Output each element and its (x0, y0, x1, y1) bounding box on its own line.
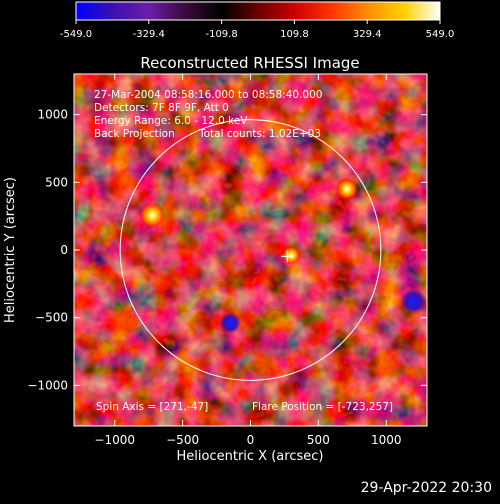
plot-area: 27-Mar-2004 08:58:16.000 to 08:58:40.000… (73, 73, 428, 427)
y-tick-label: 0 (60, 243, 68, 257)
annotation-line: Detectors: 7F 8F 9F, Att 0 (94, 102, 229, 114)
y-tick-label: 500 (45, 175, 68, 189)
y-tick-label: 1000 (37, 108, 68, 122)
color-bar: -549.0 -329.4 -109.8 109.8 329.4 549.0 (60, 1, 454, 40)
chart-title: Reconstructed RHESSI Image (140, 54, 359, 72)
x-tick-label: −500 (166, 433, 199, 447)
color-bar-ticks: -549.0 -329.4 -109.8 109.8 329.4 549.0 (60, 20, 454, 40)
sources-layer (139, 178, 427, 334)
y-tick-label: −500 (35, 311, 68, 325)
x-tick-label: −1000 (94, 433, 135, 447)
x-tick-label: 500 (307, 433, 330, 447)
spin-axis-marker (281, 250, 294, 263)
color-bar-tick-label: 109.8 (280, 29, 309, 40)
dim-source (219, 312, 242, 334)
annotation-line: Total counts: 1.02E+03 (198, 128, 321, 140)
image-texture (74, 74, 427, 426)
annotations: 27-Mar-2004 08:58:16.000 to 08:58:40.000… (94, 89, 322, 140)
solar-limb (119, 119, 382, 381)
color-bar-tick-label: -109.8 (205, 29, 237, 40)
flare-position-label: Flare Position = [-723,257] (252, 401, 393, 413)
x-tick-label: 1000 (371, 433, 402, 447)
color-bar-tick-label: -329.4 (133, 29, 165, 40)
x-tick-label: 0 (247, 433, 255, 447)
color-bar-tick-label: 329.4 (353, 29, 382, 40)
annotation-line: Back Projection (94, 128, 175, 140)
bright-source (139, 202, 166, 229)
color-bar-gradient (75, 1, 441, 21)
annotation-line: 27-Mar-2004 08:58:16.000 to 08:58:40.000 (94, 89, 322, 101)
annotation-line: Energy Range: 6.0 - 12.0 keV (94, 115, 248, 127)
y-tick-label: −1000 (27, 378, 68, 392)
bright-source (336, 178, 358, 200)
spin-axis-label: Spin Axis = [271,-47] (96, 401, 208, 413)
x-axis-label: Heliocentric X (arcsec) (177, 449, 324, 464)
dim-source (400, 288, 427, 315)
color-bar-tick-label: -549.0 (60, 29, 92, 40)
bright-source (281, 246, 301, 265)
timestamp: 29-Apr-2022 20:30 (360, 480, 492, 496)
y-axis: −1000 −500 0 500 1000 (27, 108, 427, 392)
color-bar-tick-label: 549.0 (426, 29, 455, 40)
y-axis-label: Heliocentric Y (arcsec) (3, 177, 18, 323)
x-axis: −1000 −500 0 500 1000 (94, 74, 402, 447)
